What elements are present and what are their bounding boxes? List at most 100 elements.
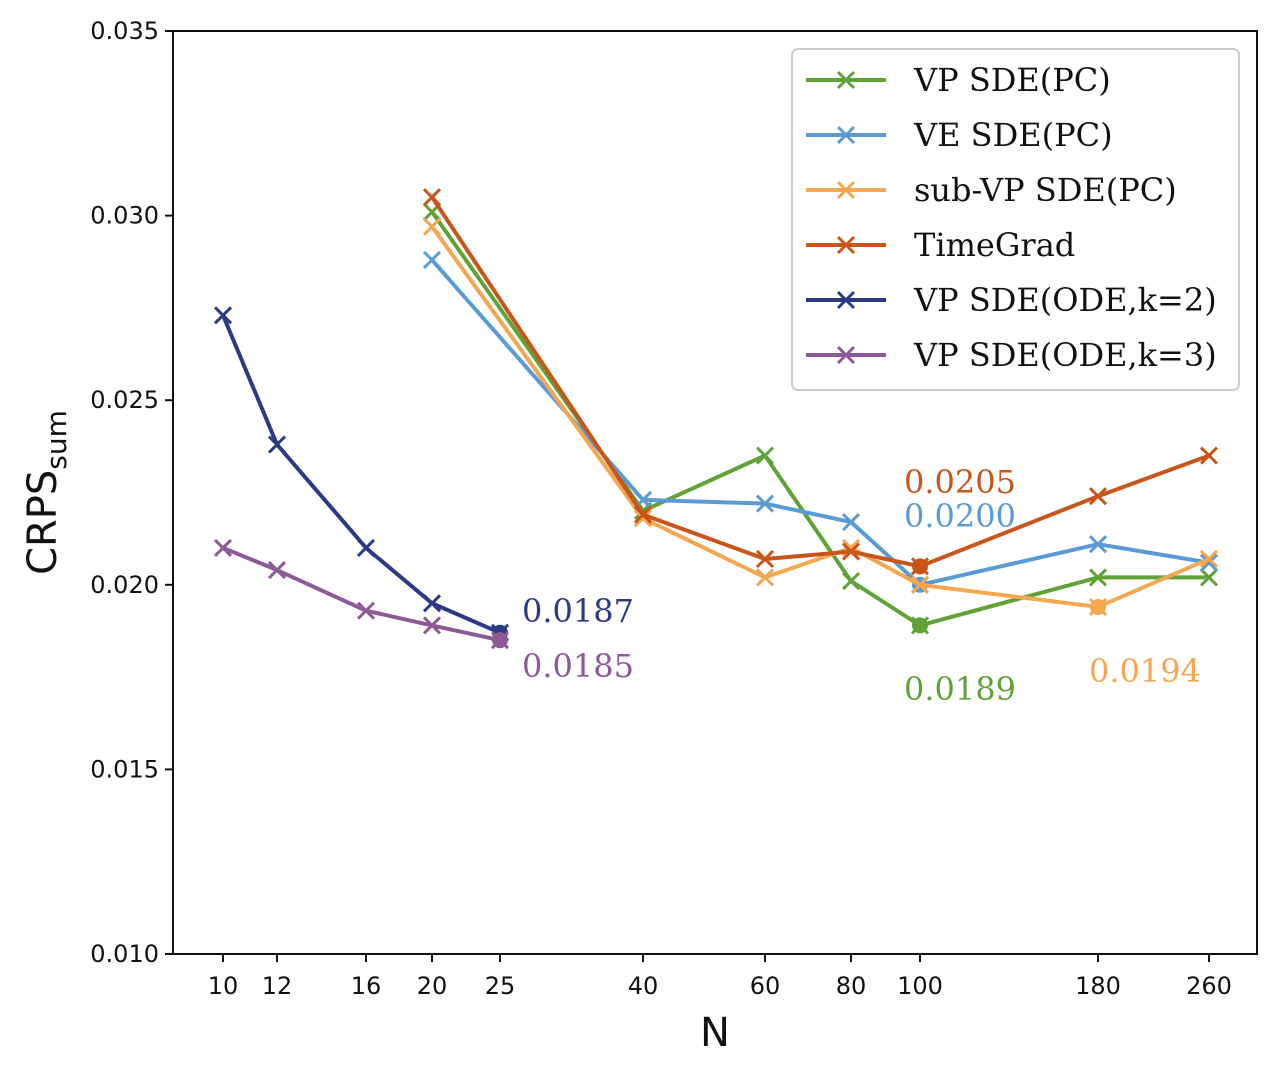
data-point <box>267 435 287 454</box>
marker-stroke <box>213 306 233 325</box>
data-point <box>755 494 775 513</box>
value-annotation: 0.0205 <box>904 463 1016 501</box>
data-point <box>213 306 233 325</box>
x-tick-label: 20 <box>417 972 448 1000</box>
y-tick-label: 0.035 <box>90 17 159 45</box>
x-axis-title: N <box>700 1010 730 1056</box>
plot-frame <box>172 30 1258 955</box>
marker-stroke <box>1088 487 1108 506</box>
legend-label: VP SDE(ODE,k=3) <box>913 336 1217 374</box>
x-tick-label: 25 <box>485 972 516 1000</box>
marker-stroke <box>267 435 287 454</box>
data-point <box>213 538 233 557</box>
x-tick-label: 180 <box>1075 972 1121 1000</box>
marker-stroke <box>841 512 861 532</box>
data-point <box>422 616 442 635</box>
legend-label: sub-VP SDE(PC) <box>914 171 1177 209</box>
marker-stroke <box>836 235 856 255</box>
marker-stroke <box>836 345 856 365</box>
x-tick-label: 40 <box>628 972 659 1000</box>
marker-stroke <box>910 575 930 594</box>
data-point <box>841 542 861 561</box>
legend-marker <box>836 290 856 310</box>
marker-stroke <box>422 188 442 207</box>
legend-frame <box>791 48 1240 391</box>
value-annotation: 0.0187 <box>522 592 634 630</box>
legend-marker <box>836 235 856 255</box>
legend-item: VP SDE(ODE,k=3) <box>806 336 1217 374</box>
series-line <box>222 546 501 643</box>
marker-stroke <box>633 509 653 528</box>
best-point <box>1090 598 1106 615</box>
y-tick-label: 0.010 <box>90 940 159 968</box>
data-point <box>633 509 653 528</box>
marker-stroke <box>755 446 775 465</box>
value-annotation: 0.0194 <box>1089 652 1201 690</box>
series-layer <box>213 188 1219 650</box>
value-annotation: 0.0189 <box>904 670 1016 708</box>
legend-label: VE SDE(PC) <box>913 116 1113 154</box>
marker-stroke <box>422 217 442 236</box>
data-point <box>1199 553 1219 572</box>
series-line <box>221 314 501 635</box>
value-annotation: 0.0200 <box>904 497 1016 535</box>
x-tick-label: 16 <box>351 972 382 1000</box>
marker-stroke <box>836 180 856 200</box>
series-5 <box>213 306 510 642</box>
marker-stroke <box>755 568 775 587</box>
x-tick-label: 80 <box>836 972 867 1000</box>
data-point <box>1088 568 1108 587</box>
legend-item: VE SDE(PC) <box>806 116 1113 154</box>
x-tick-label: 12 <box>262 972 293 1000</box>
data-point <box>422 188 442 207</box>
data-point <box>1199 446 1219 465</box>
marker-stroke <box>1199 446 1219 465</box>
marker-stroke <box>633 505 653 524</box>
best-point <box>912 617 928 634</box>
marker-stroke <box>1088 535 1108 554</box>
data-point <box>1199 549 1219 569</box>
marker-stroke <box>213 538 233 557</box>
x-tick-label: 60 <box>750 972 781 1000</box>
data-point <box>1088 535 1108 554</box>
legend-label: TimeGrad <box>914 226 1075 264</box>
data-point <box>841 572 861 591</box>
value-annotation: 0.0185 <box>522 647 634 685</box>
legend-marker <box>836 180 856 200</box>
data-point <box>356 538 376 557</box>
marker-stroke <box>836 70 856 90</box>
marker-stroke <box>1199 568 1219 587</box>
y-tick-label: 0.025 <box>90 386 159 414</box>
y-axis-title: CRPSsum <box>20 410 73 575</box>
series-1 <box>422 202 1219 635</box>
data-point <box>1088 487 1108 506</box>
marker-stroke <box>841 542 861 561</box>
marker-stroke <box>841 572 861 591</box>
marker-stroke <box>356 601 376 620</box>
x-tick-label: 100 <box>897 972 943 1000</box>
y-tick-label: 0.030 <box>90 202 159 230</box>
x-tick-label: 260 <box>1186 972 1232 1000</box>
data-point <box>422 217 442 236</box>
data-point <box>755 568 775 587</box>
marker-stroke <box>1199 553 1219 572</box>
data-point <box>910 575 930 594</box>
best-point <box>912 558 928 575</box>
series-6 <box>213 538 510 650</box>
legend-label: VP SDE(ODE,k=2) <box>913 281 1217 319</box>
legend-marker <box>836 125 856 145</box>
axes: 0.010 0.015 0.020 0.025 0.030 0.035 10 12 16 20 25… <box>20 17 1258 1056</box>
data-point <box>356 601 376 620</box>
marker-stroke <box>836 125 856 145</box>
legend-item: sub-VP SDE(PC) <box>806 171 1177 209</box>
series-4 <box>422 188 1219 576</box>
marker-stroke <box>755 549 775 569</box>
best-point <box>492 632 508 649</box>
legend-item: VP SDE(ODE,k=2) <box>806 281 1217 319</box>
legend-item: VP SDE(PC) <box>806 61 1111 99</box>
data-point <box>755 446 775 465</box>
legend-marker <box>836 345 856 365</box>
data-point <box>422 250 442 269</box>
legend-item: TimeGrad <box>806 226 1075 264</box>
